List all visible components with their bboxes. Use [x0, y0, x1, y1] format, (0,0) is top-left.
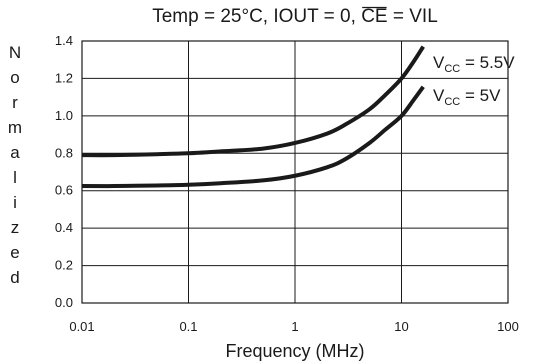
y-axis-label-letter: z — [11, 218, 20, 237]
y-tick-label: 0.8 — [55, 145, 73, 160]
y-tick-label: 0.0 — [55, 295, 73, 310]
series-line-1 — [81, 85, 425, 189]
y-axis-label-letter: N — [9, 43, 21, 62]
y-axis-label-letter: l — [13, 168, 17, 187]
y-tick-label: 0.2 — [55, 258, 73, 273]
y-axis-label-letter: d — [10, 268, 19, 287]
y-tick-label: 1.2 — [55, 70, 73, 85]
x-tick-label: 100 — [497, 319, 519, 334]
series-line-0 — [81, 45, 425, 158]
y-axis-label-letter: e — [10, 243, 19, 262]
series-label-vcc-5-5v: VCC = 5.5V — [433, 53, 515, 75]
y-axis-label-letter: i — [13, 193, 17, 212]
y-tick-label: 0.4 — [55, 220, 73, 235]
series-lines — [81, 45, 425, 189]
y-axis-label-letter: a — [10, 143, 20, 162]
plot-frame — [81, 40, 509, 304]
y-axis-label-letter: r — [12, 93, 18, 112]
x-axis-label: Frequency (MHz) — [225, 341, 364, 361]
y-axis-label-letter: m — [8, 118, 22, 137]
series-label-vcc-5v: VCC = 5V — [433, 86, 501, 108]
grid — [81, 40, 509, 304]
x-tick-label: 0.01 — [69, 319, 94, 334]
y-axis-label-letter: o — [10, 68, 19, 87]
x-tick-labels: 0.01 0.1 1 10 100 — [69, 319, 519, 334]
y-tick-label: 0.6 — [55, 183, 73, 198]
x-tick-label: 1 — [291, 319, 298, 334]
y-tick-label: 1.4 — [55, 33, 73, 48]
x-tick-label: 10 — [394, 319, 408, 334]
y-tick-label: 1.0 — [55, 108, 73, 123]
chart-title: Temp = 25°C, IOUT = 0, CE = VIL — [152, 6, 438, 27]
y-tick-labels: 0.0 0.2 0.4 0.6 0.8 1.0 1.2 1.4 — [55, 33, 73, 310]
x-tick-label: 0.1 — [179, 319, 197, 334]
